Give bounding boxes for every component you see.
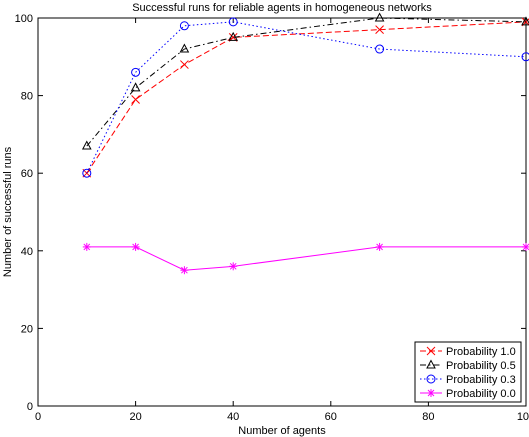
series-line (86, 21, 527, 174)
data-point (81, 140, 92, 150)
data-point (82, 242, 91, 251)
x-axis-label: Number of agents (238, 425, 326, 437)
y-tick-label: 80 (21, 91, 33, 103)
legend-label: Probability 0.3 (446, 374, 516, 386)
legend-marker (426, 346, 436, 356)
y-tick-label: 0 (27, 401, 33, 413)
data-point (374, 12, 385, 22)
data-point (375, 242, 384, 251)
y-tick-label: 40 (21, 246, 33, 258)
plot-frame (37, 17, 527, 407)
data-point (179, 21, 189, 31)
legend-marker (427, 389, 435, 397)
data-point (131, 67, 141, 77)
legend-marker (426, 374, 436, 384)
x-tick-label: 0 (35, 411, 41, 423)
legend-marker (426, 359, 436, 369)
legend: Probability 1.0 Probability 0.5 Probabilit… (414, 341, 522, 403)
series-line (86, 246, 526, 271)
data-point (521, 52, 529, 62)
series-line (86, 21, 527, 174)
series-3 (82, 242, 529, 275)
legend-item: Probability 0.0 (420, 388, 516, 400)
data-point (522, 242, 529, 251)
x-tick-label: 60 (325, 411, 337, 423)
data-point (375, 25, 384, 34)
legend-label: Probability 1.0 (446, 346, 516, 358)
series-2 (82, 17, 529, 178)
data-point (131, 95, 140, 104)
series-layer (81, 12, 529, 275)
legend-label: Probability 0.5 (446, 360, 516, 372)
legend-item: Probability 1.0 (420, 346, 516, 358)
data-point (180, 266, 189, 275)
series-line (86, 17, 527, 147)
y-tick-label: 60 (21, 168, 33, 180)
data-point (228, 17, 238, 27)
y-tick-label: 100 (15, 13, 33, 25)
data-point (229, 262, 238, 271)
x-tick-label: 80 (422, 411, 434, 423)
data-point (180, 60, 189, 69)
y-axis-label: Number of successful runs (2, 146, 14, 277)
chart-title: Successful runs for reliable agents in h… (132, 2, 432, 14)
series-1 (81, 12, 529, 150)
x-tick-label: 100 (517, 411, 529, 423)
y-tick-label: 20 (21, 323, 33, 335)
x-tick-label: 20 (129, 411, 141, 423)
data-point (521, 16, 529, 26)
data-point (228, 31, 239, 41)
legend-item: Probability 0.3 (420, 374, 516, 386)
legend-label: Probability 0.0 (446, 388, 516, 400)
data-point (131, 242, 140, 251)
legend-item: Probability 0.5 (420, 359, 516, 372)
data-point (82, 168, 92, 178)
data-point (179, 43, 190, 53)
data-point (130, 82, 141, 92)
data-point (375, 44, 385, 54)
axis-ticks: 0 20 40 60 80 100 0 20 40 60 80 100 (15, 13, 529, 423)
x-tick-label: 40 (227, 411, 239, 423)
